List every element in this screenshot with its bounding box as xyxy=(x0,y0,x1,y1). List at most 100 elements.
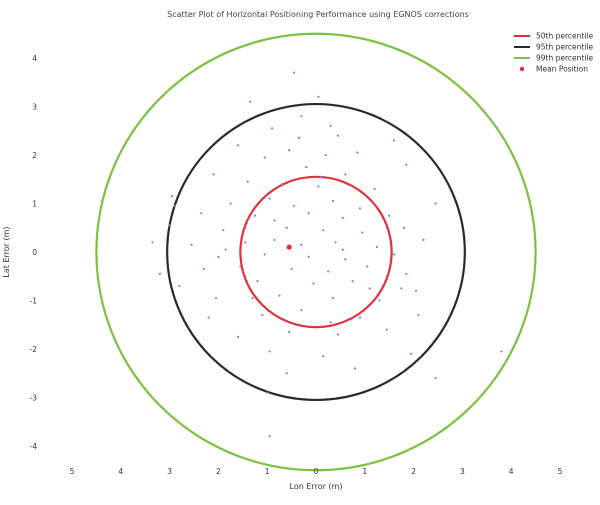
scatter-point xyxy=(280,183,283,186)
scatter-point xyxy=(212,173,215,176)
scatter-point xyxy=(229,202,232,205)
scatter-point xyxy=(224,248,227,251)
scatter-point xyxy=(268,435,271,438)
scatter-point xyxy=(236,335,240,338)
scatter-point xyxy=(270,127,274,130)
scatter-point xyxy=(170,195,174,198)
scatter-point xyxy=(244,241,247,244)
mean-position-marker xyxy=(286,244,292,250)
legend-label-0: 50th percentile xyxy=(536,32,594,41)
scatter-point xyxy=(278,294,281,297)
scatter-point xyxy=(190,243,193,246)
x-tick-label: 4 xyxy=(118,467,123,476)
scatter-point xyxy=(217,255,220,258)
scatter-point xyxy=(361,231,364,234)
scatter-point xyxy=(268,197,271,200)
scatter-point xyxy=(273,219,276,222)
scatter-point xyxy=(236,144,240,147)
scatter-point xyxy=(405,272,408,275)
scatter-point xyxy=(261,313,264,317)
scatter-point xyxy=(344,173,347,176)
scatter-point xyxy=(300,243,303,246)
y-tick-label: -1 xyxy=(30,297,38,306)
y-tick-labels: -4 -3 -2 -1 0 1 2 3 4 xyxy=(30,54,38,451)
scatter-point xyxy=(300,309,303,312)
scatter-point xyxy=(388,214,391,217)
scatter-point xyxy=(158,272,161,275)
scatter-point xyxy=(358,207,362,210)
percentile-circles xyxy=(95,32,537,472)
legend-label-1: 95th percentile xyxy=(536,43,594,52)
scatter-point xyxy=(312,282,315,285)
x-tick-label: 1 xyxy=(265,467,270,476)
y-tick-label: 3 xyxy=(32,103,37,112)
y-tick-label: 2 xyxy=(32,151,37,160)
y-tick-label: -4 xyxy=(30,442,38,451)
scatter-point xyxy=(353,367,357,370)
scatter-point xyxy=(373,187,376,191)
scatter-point xyxy=(251,296,254,300)
scatter-point xyxy=(385,328,388,331)
scatter-point xyxy=(341,216,344,220)
scatter-point xyxy=(356,151,359,154)
scatter-point xyxy=(329,124,332,127)
scatter-point xyxy=(263,156,266,159)
scatter-point xyxy=(358,316,362,319)
scatter-point xyxy=(285,226,288,229)
scatter-point xyxy=(173,204,176,208)
scatter-point xyxy=(392,139,396,142)
scatter-point xyxy=(434,202,437,205)
scatter-point xyxy=(331,199,335,203)
scatter-point xyxy=(307,212,310,215)
scatter-point xyxy=(266,391,269,394)
scatter-point xyxy=(500,350,503,353)
scatter-point xyxy=(168,224,171,227)
scatter-point xyxy=(400,287,403,290)
percentile-circle-2 xyxy=(95,32,537,472)
scatter-point xyxy=(422,238,425,241)
scatter-point xyxy=(410,352,413,355)
scatter-point xyxy=(178,284,181,288)
scatter-point xyxy=(378,299,381,302)
x-tick-label: 4 xyxy=(509,467,514,476)
scatter-point xyxy=(273,238,276,241)
x-tick-label: 3 xyxy=(460,467,465,476)
scatter-point xyxy=(297,136,301,140)
y-tick-label: 4 xyxy=(32,54,37,63)
legend-label-mean: Mean Position xyxy=(536,65,588,74)
x-tick-label: 2 xyxy=(216,467,221,476)
legend-label-2: 99th percentile xyxy=(536,54,594,63)
scatter-point xyxy=(292,204,296,208)
scatter-point xyxy=(292,71,296,74)
scatter-point xyxy=(317,185,320,188)
scatter-point xyxy=(239,265,242,268)
y-tick-label: -2 xyxy=(30,345,38,354)
scatter-point xyxy=(417,313,420,317)
scatter-point xyxy=(288,330,291,334)
scatter-point xyxy=(322,355,325,358)
scatter-point xyxy=(366,265,369,268)
x-tick-label: 3 xyxy=(167,467,172,476)
scatter-point xyxy=(222,229,225,232)
scatter-point xyxy=(305,166,308,169)
scatter-point xyxy=(249,100,252,103)
scatter-point xyxy=(263,253,266,256)
y-axis-label: Lat Error (m) xyxy=(2,226,11,277)
scatter-point xyxy=(300,115,303,118)
scatter-point xyxy=(151,241,154,244)
scatter-point xyxy=(375,246,379,249)
scatter-point xyxy=(434,377,437,380)
scatter-point xyxy=(290,267,293,271)
legend: 50th percentile 95th percentile 99th perce… xyxy=(514,32,594,74)
scatter-point xyxy=(202,267,205,271)
scatter-point xyxy=(200,212,203,215)
scatter-point xyxy=(268,350,271,353)
x-tick-label: 5 xyxy=(70,467,75,476)
legend-swatch-mean xyxy=(519,66,525,72)
scatter-point xyxy=(341,248,344,251)
x-tick-label: 5 xyxy=(558,467,563,476)
percentile-circle-1 xyxy=(166,102,466,402)
scatter-point xyxy=(368,287,371,290)
scatter-point xyxy=(336,333,340,336)
